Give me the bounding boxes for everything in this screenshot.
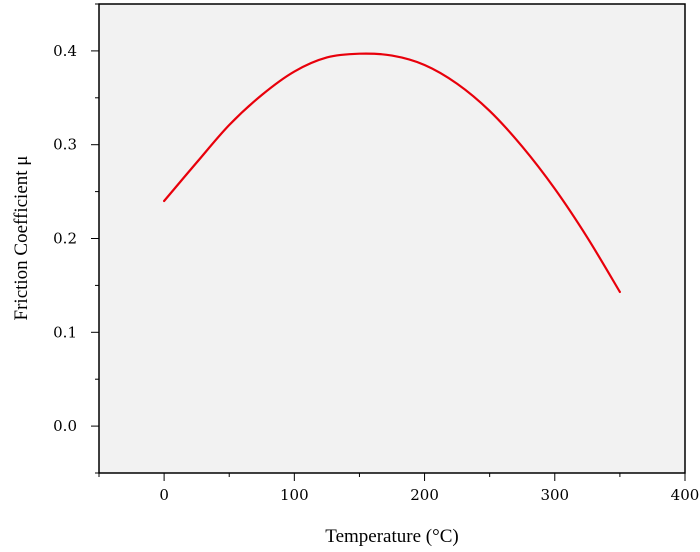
y-tick-label: 0.3 (53, 136, 77, 154)
y-tick-label: 0.4 (53, 42, 77, 60)
x-tick-label: 0 (159, 486, 169, 504)
plot-frame (98, 3, 686, 474)
ticks-layer: 0 100 200 300 400 0.0 0.1 0.2 0.3 0.4 (53, 3, 700, 504)
x-tick-label: 300 (540, 486, 569, 504)
x-tick-label: 200 (410, 486, 439, 504)
series-layer (163, 52, 621, 294)
y-tick-label: 0.1 (53, 323, 77, 341)
x-tick-label: 400 (671, 486, 700, 504)
series-line (163, 52, 621, 294)
y-axis-title: Friction Coefficient μ (11, 156, 32, 321)
y-tick-label: 0.2 (53, 230, 77, 248)
x-tick-label: 100 (280, 486, 309, 504)
y-tick-label: 0.0 (53, 417, 77, 435)
x-axis-title: Temperature (°C) (325, 526, 458, 547)
